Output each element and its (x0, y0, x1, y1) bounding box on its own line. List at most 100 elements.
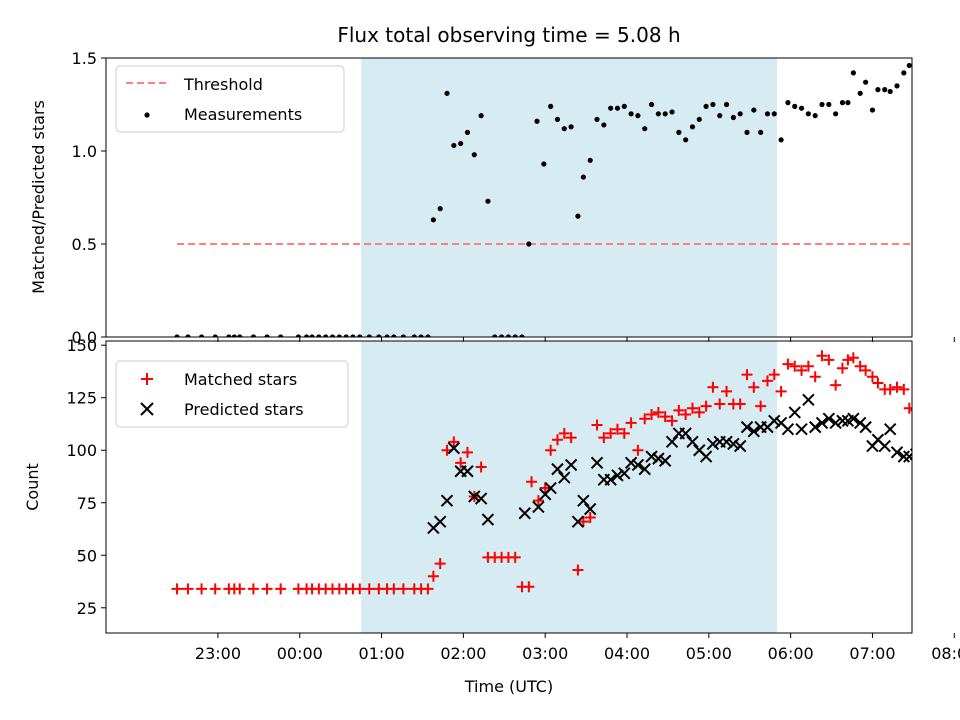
measurement-point (621, 103, 627, 109)
measurement-point (875, 87, 881, 93)
measurement-point (798, 105, 805, 111)
measurement-point (587, 157, 593, 163)
bottom-axes-frame (105, 340, 913, 634)
measurement-point (548, 103, 554, 109)
matched-star-point (363, 583, 375, 595)
matched-star-point (734, 398, 746, 410)
predicted-star-point (740, 420, 754, 434)
measurement-point (723, 101, 730, 108)
top-legend: Threshold Measurements (115, 65, 345, 133)
bottom-y-tick-label: 100 (66, 441, 97, 460)
bottom-y-axis-label: Count (23, 463, 42, 511)
matched-star-point (209, 583, 221, 595)
measurement-point (437, 206, 443, 212)
measurement-point (526, 241, 532, 247)
predicted-star-point (768, 414, 781, 428)
measurement-point (384, 334, 390, 337)
measurement-point (198, 334, 205, 337)
measurement-point (778, 137, 784, 143)
matched-legend-swatch (141, 373, 153, 385)
predicted-star-point (658, 454, 672, 467)
measurement-point (635, 113, 641, 119)
measurement-point (418, 334, 424, 337)
predicted-star-point (795, 423, 808, 436)
matched-star-point (261, 583, 273, 595)
matched-star-point (539, 482, 551, 494)
predicted-star-point (733, 439, 747, 453)
measurement-point (850, 70, 856, 76)
bottom-x-axis: 23:00 00:00 01:00 02:00 03:00 04:00 05:00 06:00… (195, 633, 960, 663)
matched-star-point (872, 377, 884, 389)
matched-star-point (768, 369, 780, 381)
predicted-star-point (808, 420, 822, 434)
predicted-star-point (815, 416, 829, 430)
bottom-x-tick-label: 05:00 (686, 644, 732, 663)
measurement-point (174, 334, 180, 337)
measurement-point (231, 334, 237, 337)
bottom-legend: Matched stars Predicted stars (115, 360, 349, 428)
measurement-point (894, 83, 900, 89)
matched-star-point (196, 583, 208, 595)
bottom-x-tick-label: 08:00 (931, 644, 960, 663)
matched-star-point (434, 558, 446, 570)
matched-star-point (707, 381, 719, 393)
predicted-star-point (551, 462, 564, 476)
top-panel: 0.0 0.5 1.0 1.5 Matched/Predicted stars Thr… (29, 49, 955, 347)
predicted-star-point (558, 471, 571, 484)
measurement-point (575, 213, 581, 219)
predicted-star-point (706, 437, 720, 451)
predicted-star-point (590, 456, 604, 470)
measurement-point (696, 116, 702, 122)
bottom-y-tick-label: 75 (77, 494, 97, 513)
predicted-star-point (468, 490, 481, 503)
predicted-star-point (878, 439, 891, 453)
matched-star-point (836, 362, 848, 374)
measurement-point (366, 334, 372, 337)
bottom-panel: 25 50 75 100 125 150 23:00 00:00 01:00 02:00 03:0… (23, 336, 960, 696)
measurement-point (336, 334, 342, 337)
measurement-point (730, 114, 736, 121)
matched-star-point (182, 583, 194, 595)
measurement-point (805, 111, 811, 117)
matched-star-point (652, 406, 664, 418)
matched-star-point (823, 354, 835, 366)
predicted-star-point (518, 507, 531, 520)
measurement-point (601, 122, 607, 128)
measurement-point (278, 334, 284, 337)
matched-star-point (860, 364, 872, 376)
predicted-star-point (604, 473, 617, 486)
measurement-point (826, 101, 832, 108)
matched-star-point (551, 434, 563, 446)
predicted-star-point (440, 494, 454, 507)
matched-star-point (842, 354, 854, 366)
matched-star-point (789, 360, 801, 372)
measurement-point (648, 101, 655, 108)
measurement-point (717, 113, 723, 119)
measurement-point (485, 198, 491, 204)
matched-star-point (847, 352, 859, 364)
predicted-star-point (481, 513, 495, 526)
predicted-star-point (638, 462, 651, 476)
bottom-y-axis: 25 50 75 100 125 150 (66, 336, 106, 618)
bottom-y-tick-label: 25 (77, 599, 97, 618)
measurement-point (771, 111, 777, 117)
predicted-star-point (727, 437, 740, 451)
measurement-point (863, 79, 869, 85)
matched-star-point (700, 400, 712, 412)
top-y-axis: 0.0 0.5 1.0 1.5 (72, 49, 106, 347)
top-y-tick-label: 0.5 (72, 235, 97, 254)
measurement-point (887, 88, 893, 95)
bottom-y-tick-label: 50 (77, 546, 97, 565)
measurement-point (655, 111, 661, 117)
top-y-tick-label: 0.0 (72, 328, 97, 347)
measurement-point (309, 334, 315, 337)
predicted-star-point (781, 423, 795, 436)
measurement-point (737, 111, 743, 117)
measurement-point (400, 334, 406, 337)
matched-star-point (782, 358, 794, 370)
measurement-point (758, 129, 764, 135)
predicted-star-point (618, 467, 631, 480)
measurement-point (857, 90, 863, 96)
predicted-star-point (611, 469, 624, 482)
